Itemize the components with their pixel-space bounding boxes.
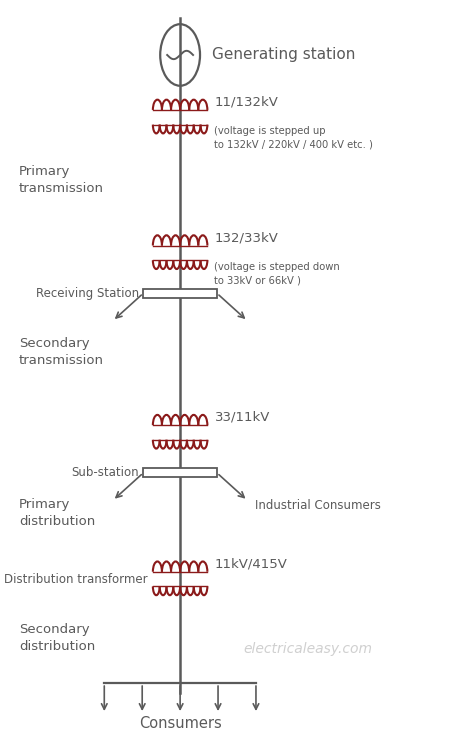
Text: electricaleasy.com: electricaleasy.com (244, 641, 373, 656)
Text: Industrial Consumers: Industrial Consumers (255, 499, 381, 512)
Text: (voltage is stepped down
to 33kV or 66kV ): (voltage is stepped down to 33kV or 66kV… (214, 262, 340, 285)
Text: 33/11kV: 33/11kV (214, 410, 270, 424)
Text: Receiving Station: Receiving Station (36, 287, 138, 300)
Text: Secondary
distribution: Secondary distribution (19, 623, 95, 652)
Text: (voltage is stepped up
to 132kV / 220kV / 400 kV etc. ): (voltage is stepped up to 132kV / 220kV … (214, 126, 374, 150)
Text: Generating station: Generating station (212, 48, 355, 62)
Bar (143, 289, 217, 298)
Text: 11kV/415V: 11kV/415V (214, 557, 287, 570)
Bar (143, 468, 217, 477)
Text: Consumers: Consumers (139, 716, 221, 731)
Text: Primary
transmission: Primary transmission (19, 165, 104, 194)
Text: 11/132kV: 11/132kV (214, 95, 278, 108)
Text: 132/33kV: 132/33kV (214, 231, 278, 244)
Text: Primary
distribution: Primary distribution (19, 498, 95, 528)
Text: Distribution transformer: Distribution transformer (4, 572, 148, 586)
Text: Secondary
transmission: Secondary transmission (19, 337, 104, 366)
Text: Sub-station: Sub-station (71, 466, 138, 479)
